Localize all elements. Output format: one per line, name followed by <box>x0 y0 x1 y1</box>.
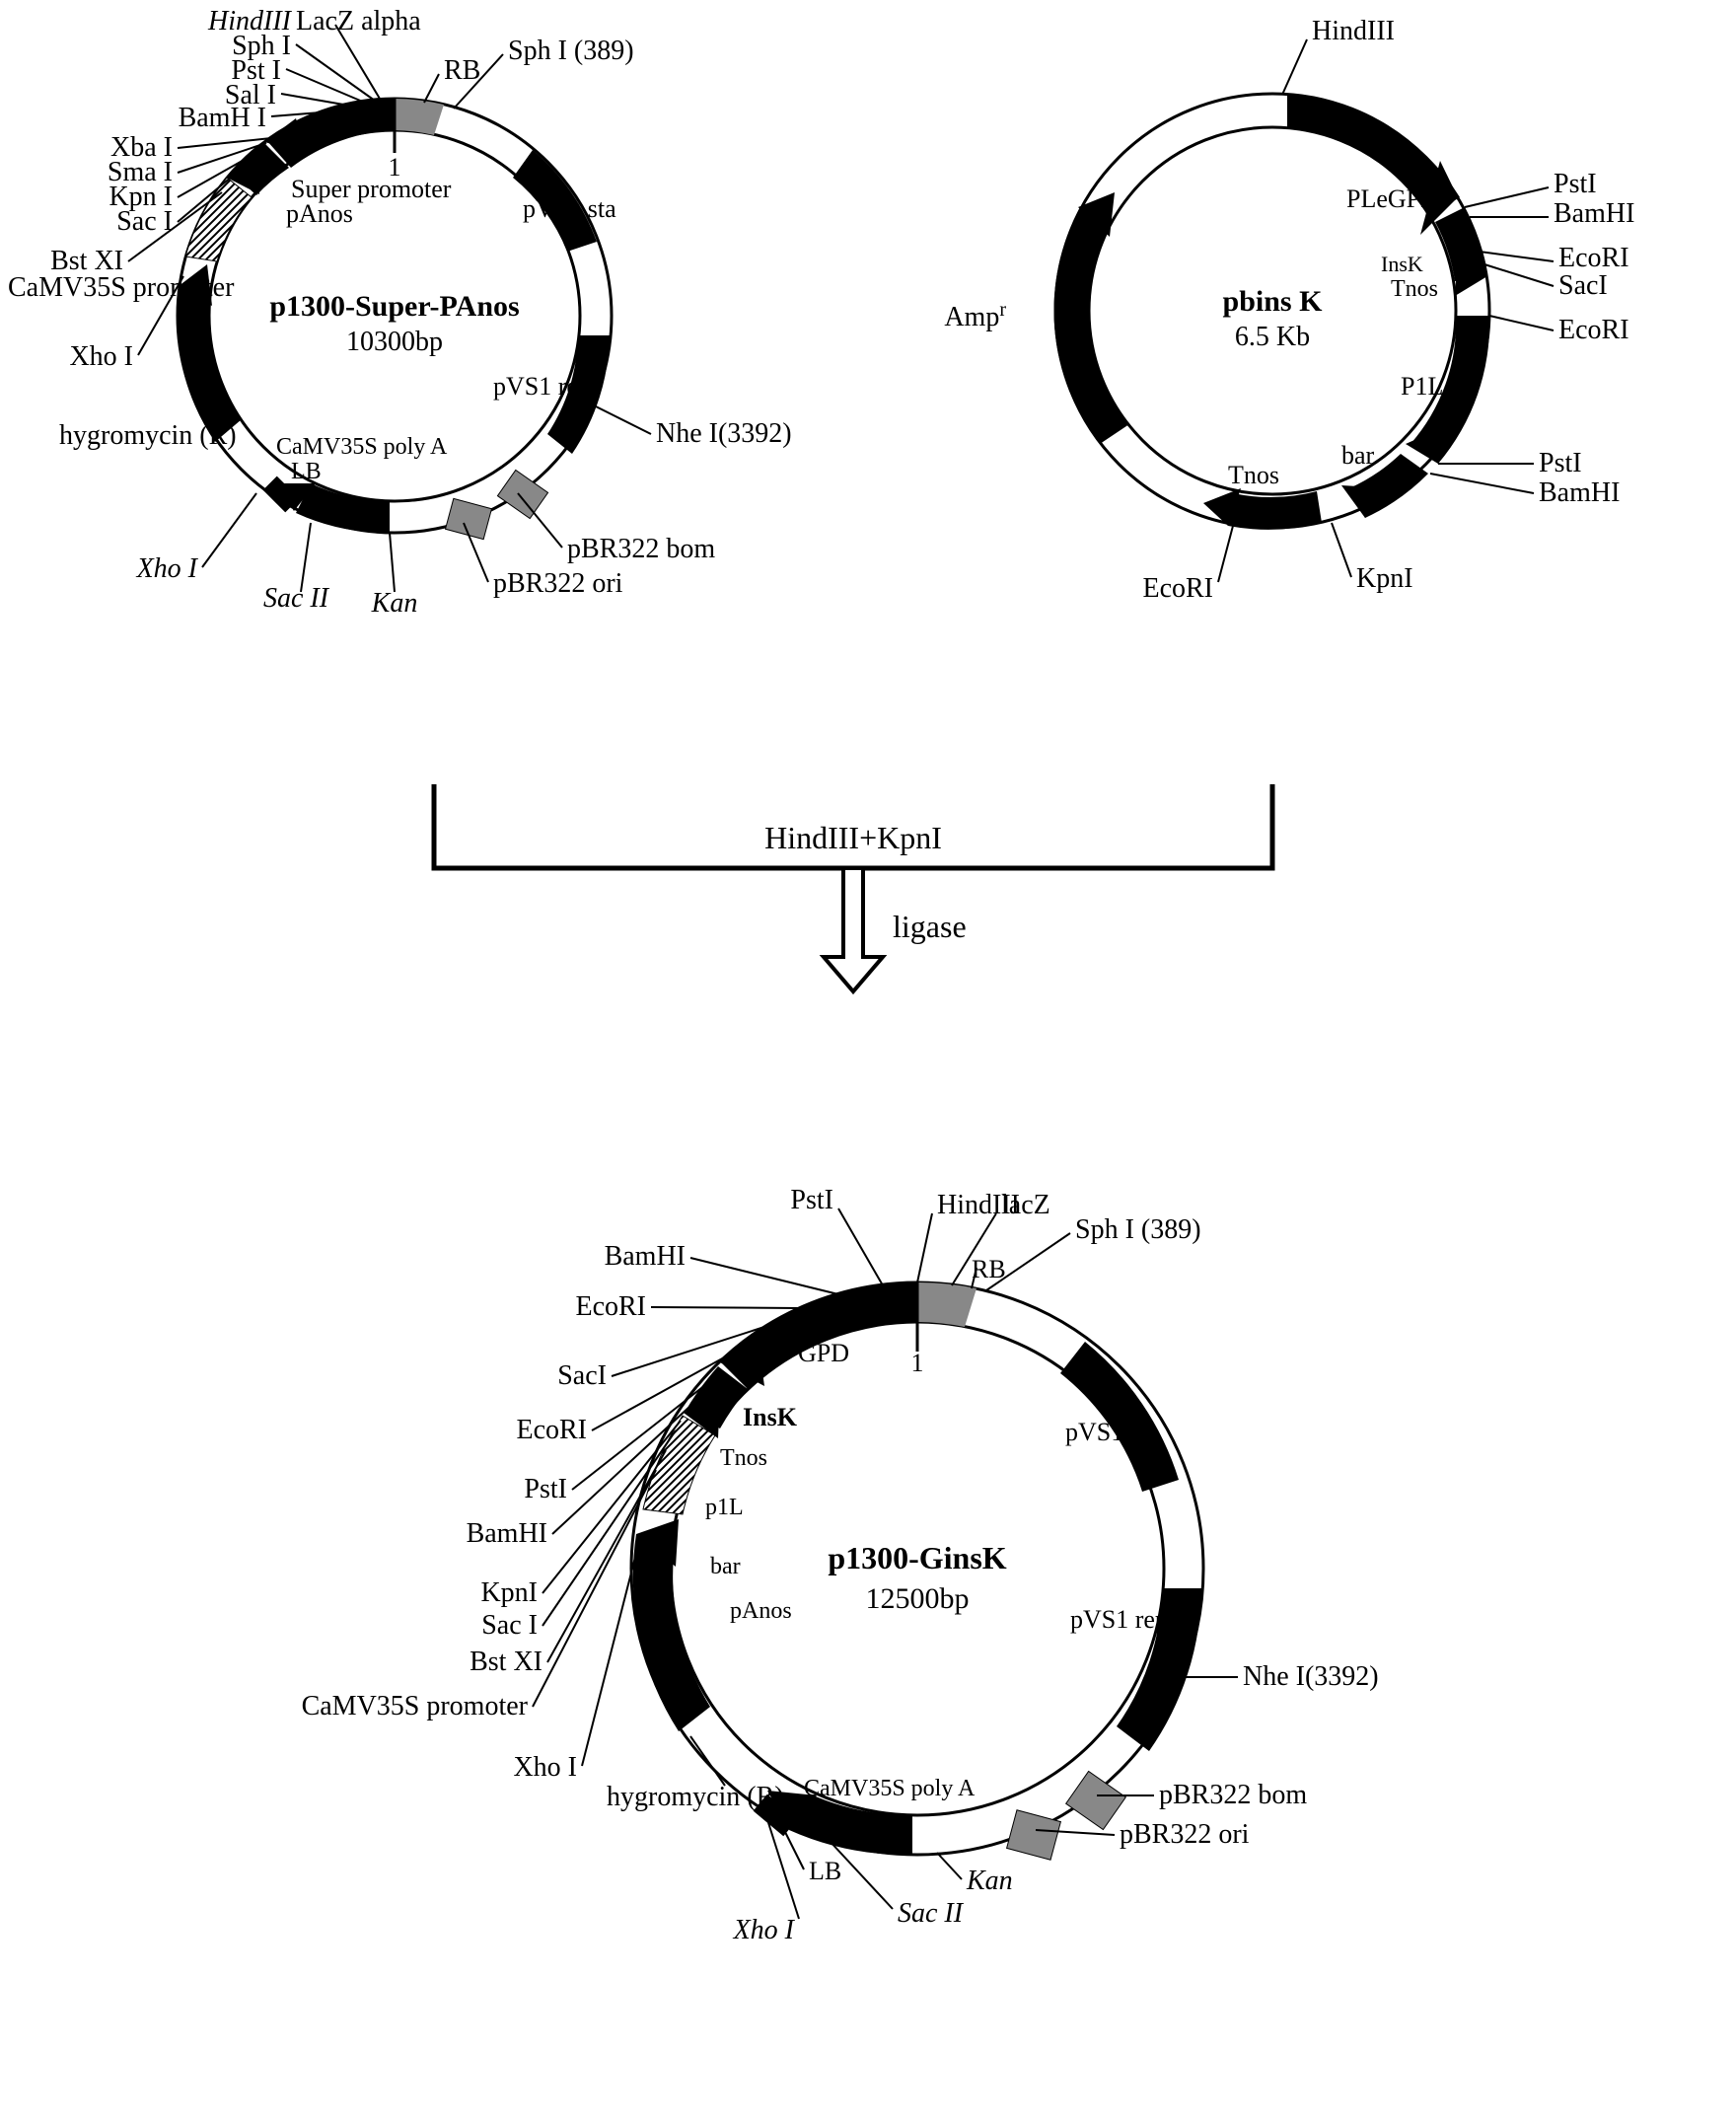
label: CaMV35S poly A <box>276 434 448 460</box>
label: Xho I <box>136 553 199 584</box>
label: RB <box>972 1255 1006 1283</box>
label: pBR322 bom <box>1159 1780 1307 1810</box>
label: CaMV35S promoter <box>8 272 235 303</box>
label: Xho I <box>733 1915 796 1945</box>
label: Tnos <box>720 1445 767 1471</box>
label: Sac I <box>116 206 173 237</box>
plasmid-subtitle: 12500bp <box>866 1582 970 1615</box>
label: CaMV35S promoter <box>302 1691 529 1721</box>
plasmid-title: pbins K <box>1223 285 1324 318</box>
plasmid-title: p1300-Super-PAnos <box>269 290 519 323</box>
label: CaMV35S poly A <box>804 1776 976 1801</box>
label: Xho I <box>69 341 133 372</box>
label: PLeGPD <box>1346 184 1439 213</box>
label: BamHI <box>467 1518 547 1549</box>
label: P1L <box>1401 372 1443 401</box>
label: EcoRI <box>1558 243 1629 273</box>
label: SacI <box>1558 270 1608 301</box>
label: PstI <box>790 1185 833 1215</box>
origin-tick: 1 <box>911 1349 924 1377</box>
label: Xho I <box>513 1752 577 1783</box>
label: pBR322 bom <box>567 534 715 564</box>
label: pAnos <box>286 199 353 228</box>
plasmid-bottom: p1300-GinsK 12500bp 1 GPD InsK Tnos p1L … <box>302 1185 1379 1945</box>
label: LacZ alpha <box>296 6 421 37</box>
label: BamHI <box>1554 198 1634 229</box>
label: EcoRI <box>516 1415 587 1445</box>
label: RB <box>444 55 480 86</box>
plasmid-title: p1300-GinsK <box>828 1540 1006 1575</box>
label: EcoRI <box>1558 315 1629 345</box>
process-flow: HindIII+KpnI ligase <box>434 784 1272 991</box>
label: pBR322 ori <box>493 568 623 599</box>
label: Sph I (389) <box>508 36 634 66</box>
label: Sac II <box>898 1898 965 1929</box>
label: hygromycin (R) <box>607 1782 784 1812</box>
label: Sac II <box>263 583 330 614</box>
label: PstI <box>1554 169 1597 199</box>
plasmid-subtitle: 6.5 Kb <box>1235 322 1310 352</box>
label: Sph I (389) <box>1075 1214 1201 1245</box>
label: pVS1 sta <box>523 194 616 223</box>
label: InsK <box>743 1403 798 1431</box>
label: bar <box>1341 441 1375 470</box>
label: Nhe I(3392) <box>656 418 792 449</box>
label: Kan <box>966 1866 1013 1896</box>
label: PstI <box>1539 448 1582 478</box>
label: Tnos <box>1391 276 1438 302</box>
label: LB <box>291 459 322 484</box>
label: BamH I <box>179 103 266 133</box>
label: InsK <box>1381 252 1423 276</box>
label: Nhe I(3392) <box>1243 1661 1379 1692</box>
label: pBR322 ori <box>1120 1819 1250 1850</box>
label: pVS1 rep <box>1070 1605 1168 1634</box>
ligase-label: ligase <box>893 909 967 944</box>
plasmid-top-left: p1300-Super-PAnos 10300bp 1 Super promot… <box>8 6 792 619</box>
label: EcoRI <box>1142 573 1213 604</box>
label: BamHI <box>1539 477 1620 508</box>
label: Kan <box>371 588 418 619</box>
label: KpnI <box>1356 563 1413 594</box>
label: LB <box>809 1857 841 1885</box>
label: Ampr <box>944 299 1006 332</box>
label: bar <box>710 1554 741 1579</box>
label: HindIII <box>1312 16 1395 46</box>
label: Bst XI <box>470 1647 542 1677</box>
plasmid-top-right: pbins K 6.5 Kb HindIII PLeGPD PstI BamHI… <box>944 16 1634 604</box>
plasmid-construction-diagram: p1300-Super-PAnos 10300bp 1 Super promot… <box>0 0 1736 2124</box>
label: Tnos <box>1228 461 1279 489</box>
label: EcoRI <box>575 1291 646 1322</box>
label: KpnI <box>480 1577 538 1608</box>
enzymes-label: HindIII+KpnI <box>764 820 942 855</box>
label: SacI <box>557 1360 607 1391</box>
label: p1L <box>705 1495 744 1520</box>
label: hygromycin (R) <box>59 420 237 451</box>
label: pAnos <box>730 1598 792 1624</box>
label: lacZ <box>1001 1190 1050 1220</box>
label: pVS1 rep <box>493 372 591 401</box>
plasmid-subtitle: 10300bp <box>346 327 443 357</box>
label: PstI <box>524 1474 567 1504</box>
label: GPD <box>798 1339 849 1367</box>
label: BamHI <box>605 1241 686 1272</box>
label: pVS1 sta <box>1065 1418 1159 1446</box>
label: Sac I <box>481 1610 538 1641</box>
